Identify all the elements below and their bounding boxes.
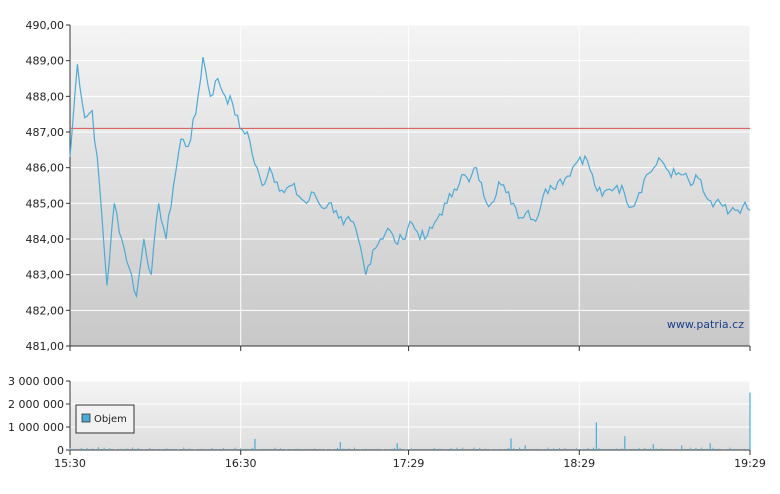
x-tick-label: 17:29 xyxy=(393,457,425,470)
volume-y-tick-label: 2 000 000 xyxy=(8,398,64,411)
price-y-tick-label: 485,00 xyxy=(26,197,65,210)
price-y-tick-label: 483,00 xyxy=(26,269,65,282)
volume-y-tick-label: 0 xyxy=(57,444,64,457)
price-y-tick-label: 484,00 xyxy=(26,233,65,246)
volume-chart: 3 000 000 2 000 000 1 000 000 015:30 16:30 17… xyxy=(8,375,766,470)
price-y-tick-label: 489,00 xyxy=(26,55,65,68)
x-tick-label: 15:30 xyxy=(54,457,86,470)
price-y-tick-label: 488,00 xyxy=(26,90,65,103)
watermark-text: www.patria.cz xyxy=(667,318,744,331)
price-y-tick-label: 481,00 xyxy=(26,340,65,353)
volume-plot-background xyxy=(70,381,750,450)
price-y-tick-label: 490,00 xyxy=(26,19,65,32)
price-line xyxy=(69,56,751,299)
price-plot-background xyxy=(70,25,750,346)
price-y-tick-label: 482,00 xyxy=(26,304,65,317)
price-y-tick-label: 487,00 xyxy=(26,126,65,139)
volume-y-tick-label: 1 000 000 xyxy=(8,421,64,434)
price-chart: 490,00 489,00 488,00 487,00 486,00 485,00 484,… xyxy=(26,19,751,353)
legend: Objem xyxy=(75,404,135,434)
price-y-tick-label: 486,00 xyxy=(26,162,65,175)
legend-label: Objem xyxy=(94,414,127,425)
x-tick-label: 18:29 xyxy=(563,457,595,470)
volume-y-tick-label: 3 000 000 xyxy=(8,375,64,388)
x-tick-label: 19:29 xyxy=(734,457,766,470)
legend-swatch xyxy=(81,413,91,423)
x-tick-label: 16:30 xyxy=(225,457,257,470)
